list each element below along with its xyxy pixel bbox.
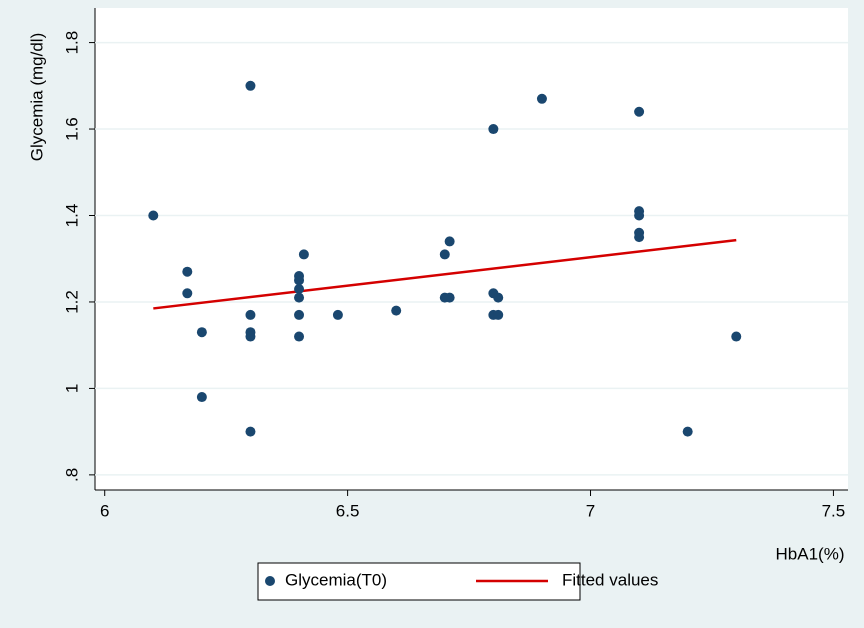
point xyxy=(294,283,305,294)
legend-marker xyxy=(265,576,275,586)
point xyxy=(294,292,305,303)
point xyxy=(493,292,504,303)
point xyxy=(294,275,305,286)
x-tick-label: 7.5 xyxy=(822,501,846,520)
point xyxy=(634,210,645,221)
x-tick-label: 6 xyxy=(100,501,109,520)
point xyxy=(444,292,455,303)
point xyxy=(391,305,402,316)
point xyxy=(294,331,305,342)
y-tick-label: .8 xyxy=(62,468,81,482)
point xyxy=(444,236,455,247)
point xyxy=(298,249,309,260)
point xyxy=(439,249,450,260)
y-tick-label: 1.8 xyxy=(62,31,81,55)
x-tick-label: 7 xyxy=(586,501,595,520)
fit-line xyxy=(153,238,737,310)
point xyxy=(182,266,193,277)
point xyxy=(294,309,305,320)
point xyxy=(488,124,499,135)
point xyxy=(182,288,193,299)
y-tick-label: 1.4 xyxy=(62,204,81,228)
point xyxy=(245,309,256,320)
y-axis-title: Glycemia (mg/dl) xyxy=(27,33,46,161)
point xyxy=(536,93,547,104)
point xyxy=(196,392,207,403)
legend-label: Fitted values xyxy=(562,570,658,589)
plot-area xyxy=(95,8,848,490)
legend-label: Glycemia(T0) xyxy=(285,570,387,589)
point xyxy=(148,210,159,221)
point xyxy=(245,426,256,437)
x-axis-title: HbA1(%) xyxy=(776,544,845,563)
point xyxy=(682,426,693,437)
x-tick-label: 6.5 xyxy=(336,501,360,520)
point xyxy=(731,331,742,342)
y-tick-label: 1.6 xyxy=(62,117,81,141)
point xyxy=(493,309,504,320)
point xyxy=(634,106,645,117)
y-tick-label: 1.2 xyxy=(62,290,81,314)
point xyxy=(245,331,256,342)
point xyxy=(196,327,207,338)
point xyxy=(634,232,645,243)
point xyxy=(332,309,343,320)
y-tick-label: 1 xyxy=(62,384,81,393)
point xyxy=(245,80,256,91)
